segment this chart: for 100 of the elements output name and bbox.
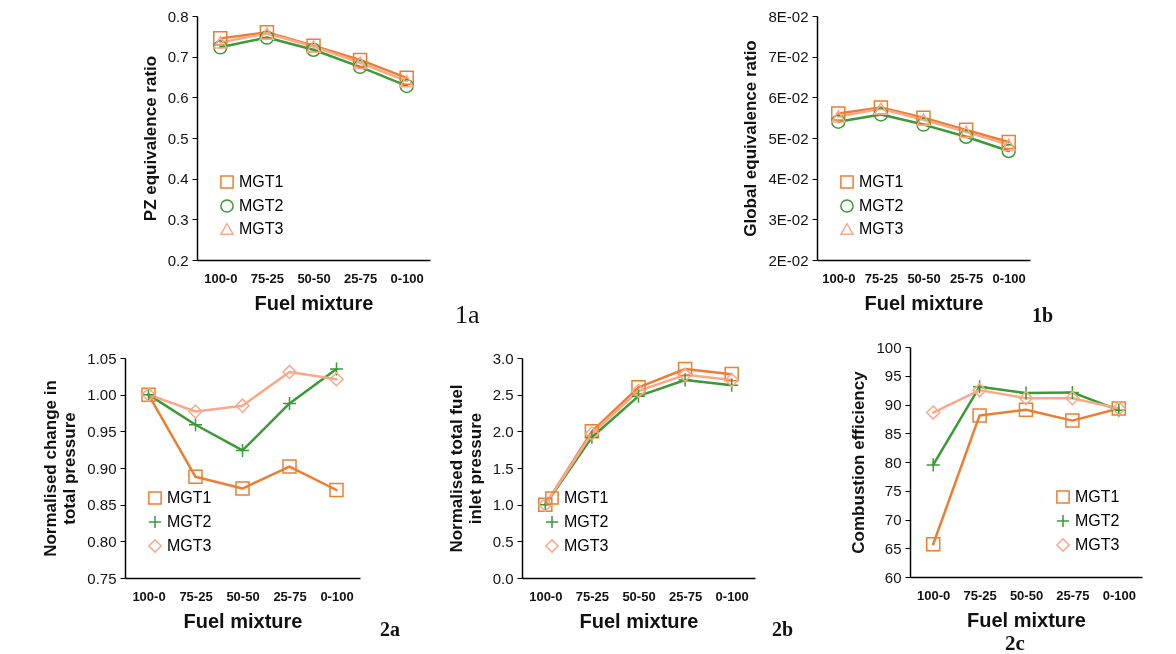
point bbox=[352, 56, 368, 70]
x-tick-label: 50-50 bbox=[1009, 587, 1044, 603]
point bbox=[213, 36, 228, 49]
y-axis-title: Normalised total fuel inlet pressure bbox=[446, 384, 485, 553]
y-tick-label: 3.0 bbox=[492, 349, 514, 367]
legend-label: MGT3 bbox=[564, 537, 609, 554]
y-tick-label: 7E-02 bbox=[768, 48, 809, 66]
legend-label: MGT3 bbox=[859, 220, 904, 237]
x-tick-label: 25-75 bbox=[273, 588, 307, 604]
x-tick-label: 50-50 bbox=[226, 588, 260, 604]
point bbox=[213, 31, 228, 46]
x-tick-label: 25-75 bbox=[343, 270, 378, 286]
y-tick-label: 60 bbox=[884, 568, 902, 586]
x-tick-label: 25-75 bbox=[668, 588, 703, 604]
point bbox=[235, 443, 250, 458]
y-tick-label: 90 bbox=[884, 396, 902, 413]
point bbox=[631, 383, 646, 399]
x-tick-label: 50-50 bbox=[622, 588, 656, 604]
legend-label: MGT3 bbox=[167, 537, 212, 554]
y-tick-label: 85 bbox=[884, 424, 902, 442]
x-axis-title: Fuel mixture bbox=[183, 609, 303, 632]
y-tick-label: 0.95 bbox=[87, 422, 117, 440]
x-tick-label: 100-0 bbox=[132, 588, 166, 604]
y-tick-label: 1.00 bbox=[87, 386, 117, 404]
x-tick-label: 50-50 bbox=[907, 270, 941, 286]
point bbox=[282, 396, 297, 411]
y-tick-label: 70 bbox=[884, 511, 902, 528]
legend-label: MGT2 bbox=[859, 197, 904, 214]
x-tick-label: 100-0 bbox=[204, 270, 238, 286]
legend-label: MGT2 bbox=[167, 513, 212, 530]
point bbox=[259, 30, 275, 45]
legend-label: MGT3 bbox=[1075, 536, 1120, 553]
x-axis-title: Fuel mixture bbox=[864, 291, 984, 314]
x-tick-label: 50-50 bbox=[297, 270, 331, 286]
x-tick-label: 75-25 bbox=[575, 588, 610, 604]
point bbox=[399, 74, 414, 88]
x-tick-label: 100-0 bbox=[822, 270, 856, 286]
y-tick-label: 1.5 bbox=[492, 459, 514, 477]
legend-label: MGT1 bbox=[239, 173, 284, 190]
point bbox=[1018, 402, 1034, 417]
y-tick-label: 0.5 bbox=[167, 129, 189, 147]
point bbox=[831, 110, 846, 123]
y-tick-label: 0.2 bbox=[167, 251, 189, 269]
y-tick-label: 2.5 bbox=[492, 386, 514, 404]
point bbox=[282, 459, 297, 474]
point bbox=[677, 367, 693, 383]
y-tick-label: 4E-02 bbox=[768, 170, 809, 188]
point bbox=[1001, 143, 1016, 159]
y-tick-label: 0.3 bbox=[167, 210, 189, 228]
point bbox=[399, 78, 414, 94]
x-axis-title: Fuel mixture bbox=[254, 291, 374, 314]
x-tick-label: 0-100 bbox=[1102, 587, 1136, 603]
x-tick-label: 100-0 bbox=[529, 588, 563, 604]
y-tick-label: 0.90 bbox=[87, 459, 117, 477]
x-tick-label: 0-100 bbox=[992, 270, 1026, 286]
point bbox=[235, 398, 250, 413]
y-tick-label: 1.0 bbox=[492, 496, 514, 514]
point bbox=[873, 107, 889, 122]
y-tick-label: 1.05 bbox=[87, 349, 117, 367]
point bbox=[1018, 390, 1034, 406]
legend-label: MGT1 bbox=[167, 489, 212, 506]
y-tick-label: 0.80 bbox=[87, 532, 117, 550]
x-tick-label: 75-25 bbox=[179, 588, 213, 604]
point bbox=[329, 361, 344, 377]
y-tick-label: 6E-02 bbox=[768, 88, 809, 106]
text: 1b bbox=[1032, 304, 1054, 327]
text: 1a bbox=[455, 300, 480, 330]
x-tick-label: 0-100 bbox=[390, 270, 424, 286]
point bbox=[1001, 138, 1016, 152]
legend-label: MGT1 bbox=[1075, 488, 1120, 505]
legend-label: MGT1 bbox=[564, 489, 609, 506]
y-tick-label: 0.4 bbox=[167, 170, 189, 188]
text: 2a bbox=[380, 618, 400, 641]
y-axis-title: Normalised change in total pressure bbox=[41, 380, 80, 557]
point bbox=[631, 380, 646, 395]
y-tick-label: 3E-02 bbox=[768, 210, 809, 228]
point bbox=[306, 42, 321, 58]
y-tick-label: 0.6 bbox=[167, 88, 189, 106]
y-tick-label: 65 bbox=[884, 539, 902, 557]
x-tick-label: 25-75 bbox=[1056, 587, 1090, 603]
point bbox=[724, 366, 739, 382]
y-tick-label: 80 bbox=[884, 453, 902, 471]
point bbox=[916, 117, 931, 132]
y-axis-title: PZ equivalence ratio bbox=[140, 55, 160, 222]
point bbox=[631, 388, 646, 404]
y-tick-label: 8E-02 bbox=[768, 7, 809, 25]
y-tick-label: 0.5 bbox=[492, 532, 514, 550]
point bbox=[329, 482, 344, 498]
point bbox=[831, 114, 846, 129]
point bbox=[677, 361, 693, 377]
legend-label: MGT3 bbox=[239, 220, 284, 237]
point bbox=[958, 129, 974, 145]
text: 2c bbox=[1005, 631, 1025, 654]
point bbox=[188, 417, 203, 432]
y-tick-label: 95 bbox=[884, 367, 902, 385]
point bbox=[925, 536, 941, 552]
x-tick-label: 75-25 bbox=[963, 587, 997, 603]
x-tick-label: 0-100 bbox=[320, 588, 354, 604]
point bbox=[972, 382, 987, 398]
legend-label: MGT2 bbox=[239, 197, 284, 214]
